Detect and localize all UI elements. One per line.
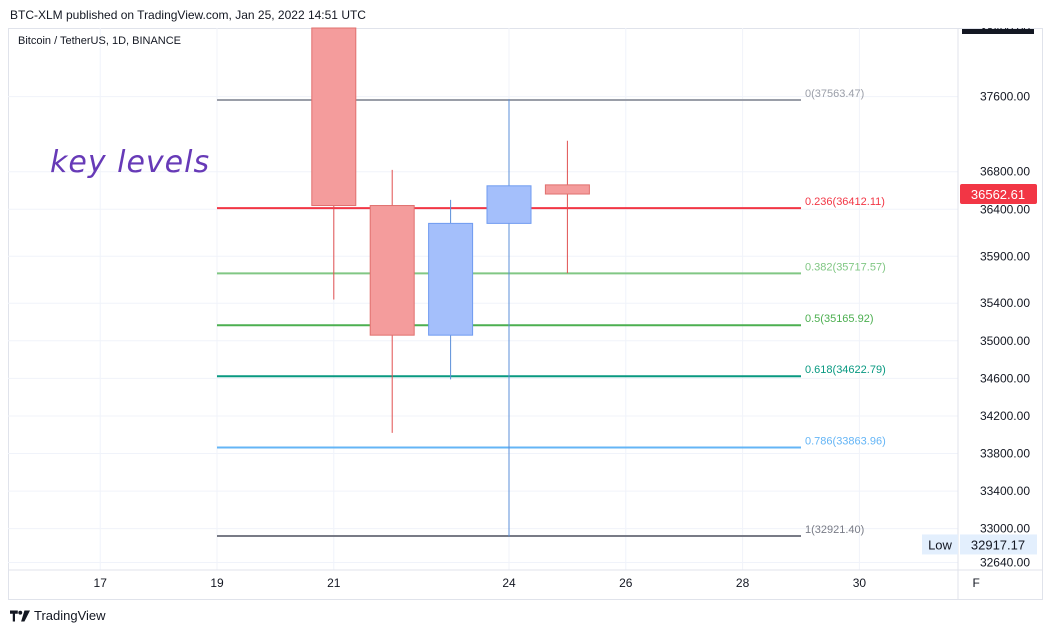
fib-level-label: 0.5(35165.92) <box>805 313 874 325</box>
candle-body[interactable] <box>428 222 474 336</box>
time-tick-label: 17 <box>94 576 108 590</box>
candle-body[interactable] <box>486 185 532 224</box>
price-tick-label: 35400.00 <box>980 296 1030 310</box>
fib-level-label: 1(32921.40) <box>805 524 864 536</box>
fib-level-label: 0.236(36412.11) <box>805 196 885 208</box>
top-mask <box>962 16 1034 28</box>
low-price-badge <box>960 534 1037 555</box>
low-badge-label: Low <box>928 537 952 552</box>
price-tick-label: 33400.00 <box>980 484 1030 498</box>
annotation-text: key levels <box>50 145 211 180</box>
fib-level-label: 0.618(34622.79) <box>805 364 886 376</box>
price-tick-label: 33800.00 <box>980 447 1030 461</box>
tradingview-logo-icon <box>10 609 30 622</box>
axes: 37600.00 36800.00 36400.00 35900.00 35400.00… <box>8 16 1043 600</box>
fib-level-label: 0(37563.47) <box>805 88 864 100</box>
last-price-badge[interactable] <box>960 184 1037 205</box>
crosshair-price-marker <box>962 29 1034 34</box>
price-tick-label: 32640.00 <box>980 555 1030 569</box>
candle-body[interactable] <box>311 27 357 207</box>
candle-body[interactable] <box>544 184 590 195</box>
price-tick-label: 37600.00 <box>980 90 1030 104</box>
price-tick-label: 36400.00 <box>980 202 1030 216</box>
price-tick-label: 36800.00 <box>980 165 1030 179</box>
publish-info: BTC-XLM published on TradingView.com, Ja… <box>10 8 366 22</box>
last-price-value: 36562.61 <box>971 187 1025 202</box>
time-tick-label: 19 <box>210 576 224 590</box>
fib-level-label: 0.786(33863.96) <box>805 436 886 448</box>
time-tick-label: 21 <box>327 576 341 590</box>
time-tick-label: 24 <box>502 576 516 590</box>
price-tick-label: 34600.00 <box>980 371 1030 385</box>
price-tick-label: 34200.00 <box>980 409 1030 423</box>
time-tick-label: 30 <box>853 576 867 590</box>
low-badge-tag <box>922 534 958 555</box>
tradingview-brand[interactable]: TradingView <box>10 608 106 623</box>
grid <box>8 28 958 570</box>
price-tick-label: 33000.00 <box>980 522 1030 536</box>
candle-body[interactable] <box>369 205 415 336</box>
time-tick-label: F <box>973 576 980 590</box>
symbol-info: Bitcoin / TetherUS, 1D, BINANCE <box>18 35 182 47</box>
time-tick-label: 26 <box>619 576 633 590</box>
price-tick-label: 35900.00 <box>980 249 1030 263</box>
low-price-value: 32917.17 <box>971 537 1025 552</box>
price-tick-label: 35000.00 <box>980 334 1030 348</box>
fib-level-label: 0.382(35717.57) <box>805 261 886 273</box>
candles <box>311 27 590 537</box>
footer-brand-label: TradingView <box>34 608 106 623</box>
chart-frame <box>8 28 1043 600</box>
time-tick-label: 28 <box>736 576 750 590</box>
